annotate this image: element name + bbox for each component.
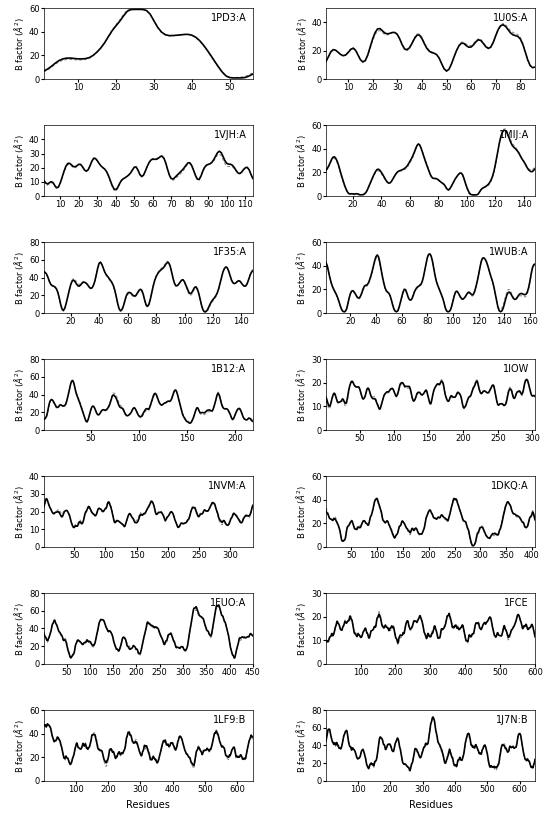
Y-axis label: B factor ($\AA^2$): B factor ($\AA^2$) [12, 718, 26, 773]
Y-axis label: B factor ($\AA^2$): B factor ($\AA^2$) [12, 134, 26, 187]
Text: 1PD3:A: 1PD3:A [211, 13, 246, 23]
Y-axis label: B factor ($\AA^2$): B factor ($\AA^2$) [294, 134, 308, 187]
X-axis label: Residues: Residues [408, 800, 453, 810]
Text: 1J7N:B: 1J7N:B [496, 715, 529, 725]
Text: 1WUB:A: 1WUB:A [489, 247, 529, 257]
Text: 1IOW: 1IOW [502, 364, 529, 374]
Text: 1U0S:A: 1U0S:A [494, 13, 529, 23]
Text: 1B12:A: 1B12:A [211, 364, 246, 374]
Y-axis label: B factor ($\AA^2$): B factor ($\AA^2$) [294, 484, 308, 538]
Text: 1VJH:A: 1VJH:A [213, 130, 246, 140]
Text: 1DKQ:A: 1DKQ:A [491, 481, 529, 491]
Text: 1LF9:B: 1LF9:B [213, 715, 246, 725]
Y-axis label: B factor ($\AA^2$): B factor ($\AA^2$) [294, 367, 308, 422]
Y-axis label: B factor ($\AA^2$): B factor ($\AA^2$) [12, 16, 26, 71]
Text: 1MIJ:A: 1MIJ:A [498, 130, 529, 140]
Y-axis label: B factor ($\AA^2$): B factor ($\AA^2$) [294, 718, 308, 773]
X-axis label: Residues: Residues [126, 800, 170, 810]
Text: 1F35:A: 1F35:A [212, 247, 246, 257]
Y-axis label: B factor ($\AA^2$): B factor ($\AA^2$) [12, 602, 26, 655]
Y-axis label: B factor ($\AA^2$): B factor ($\AA^2$) [294, 251, 308, 305]
Y-axis label: B factor ($\AA^2$): B factor ($\AA^2$) [12, 367, 26, 422]
Text: 1FUO:A: 1FUO:A [210, 598, 246, 608]
Y-axis label: B factor ($\AA^2$): B factor ($\AA^2$) [12, 484, 26, 538]
Text: 1FCE: 1FCE [504, 598, 529, 608]
Y-axis label: B factor ($\AA^2$): B factor ($\AA^2$) [12, 251, 26, 305]
Y-axis label: B factor ($\AA^2$): B factor ($\AA^2$) [294, 16, 308, 71]
Text: 1NVM:A: 1NVM:A [208, 481, 246, 491]
Y-axis label: B factor ($\AA^2$): B factor ($\AA^2$) [294, 602, 308, 655]
